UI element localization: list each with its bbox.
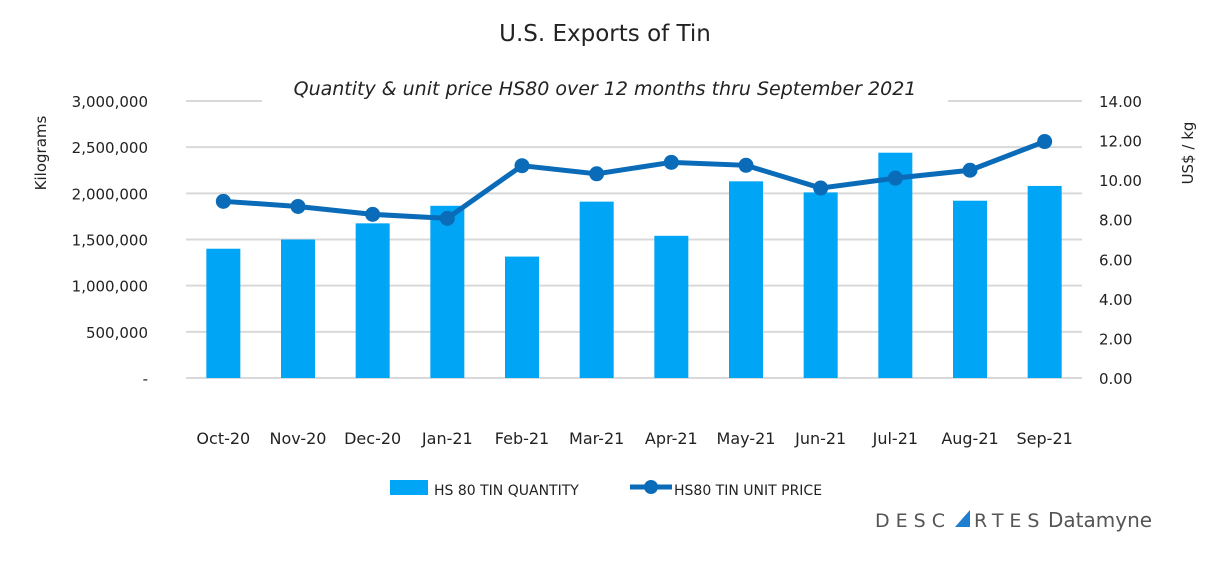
x-tick-label: Sep-21	[1017, 429, 1073, 448]
y-left-tick-label: 500,000	[86, 324, 148, 342]
x-tick-label: Dec-20	[344, 429, 401, 448]
y-left-tick-label: 1,500,000	[72, 232, 148, 250]
x-tick-label: Mar-21	[569, 429, 624, 448]
bar	[953, 200, 987, 378]
x-tick-label: Oct-20	[196, 429, 250, 448]
bar	[430, 205, 465, 378]
legend-label-price: HS80 TIN UNIT PRICE	[674, 483, 822, 499]
svg-text:Datamyne: Datamyne	[1048, 508, 1152, 532]
x-tick-label: May-21	[717, 429, 776, 448]
y-left-tick-label: -	[143, 370, 148, 388]
descartes-logo: DESC RTES Datamyne	[875, 508, 1152, 532]
y-right-tick-label: 4.00	[1099, 291, 1132, 309]
price-point	[514, 158, 530, 174]
y-left-tick-label: 1,000,000	[72, 278, 148, 296]
price-point	[439, 210, 455, 226]
y-right-tick-label: 0.00	[1099, 370, 1132, 388]
x-tick-label: Nov-20	[270, 429, 327, 448]
x-tick-label: Feb-21	[495, 429, 549, 448]
chart-title: U.S. Exports of Tin	[499, 21, 711, 47]
y-right-tick-label: 2.00	[1099, 330, 1132, 348]
bar	[654, 235, 689, 378]
y-axis-left-label: Kilograms	[32, 115, 50, 190]
price-line	[223, 139, 1046, 221]
legend-marker-price	[644, 480, 658, 494]
price-point	[962, 162, 978, 178]
price-point	[738, 157, 754, 173]
price-point	[215, 193, 231, 209]
bar	[281, 239, 315, 378]
y-right-tick-label: 10.00	[1099, 172, 1142, 190]
price-point	[290, 198, 306, 214]
chart-subtitle: Quantity & unit price HS80 over 12 month…	[294, 78, 917, 100]
y-axis-right-label: US$ / kg	[1179, 122, 1197, 185]
bar	[206, 248, 241, 378]
price-point	[887, 170, 903, 186]
price-point	[813, 180, 829, 196]
legend-swatch-quantity	[390, 480, 428, 495]
price-point	[589, 166, 605, 182]
legend-label-quantity: HS 80 TIN QUANTITY	[434, 483, 579, 499]
bar	[505, 256, 539, 378]
y-right-tick-label: 8.00	[1099, 212, 1132, 230]
bar	[355, 223, 390, 378]
x-tick-label: Aug-21	[941, 429, 998, 448]
legend: HS 80 TIN QUANTITY HS80 TIN UNIT PRICE	[390, 480, 822, 499]
bar	[878, 152, 913, 378]
price-point	[365, 206, 381, 222]
y-right-tick-label: 12.00	[1099, 133, 1142, 151]
y-right-tick-label: 6.00	[1099, 251, 1132, 269]
x-tick-label: Jul-21	[872, 429, 918, 448]
price-point	[1037, 134, 1053, 150]
y-right-tick-label: 14.00	[1099, 93, 1142, 111]
y-left-tick-label: 2,500,000	[72, 139, 148, 157]
svg-text:RTES: RTES	[974, 510, 1046, 532]
x-tick-label: Jan-21	[421, 429, 473, 448]
svg-text:DESC: DESC	[875, 510, 951, 532]
x-tick-label: Apr-21	[645, 429, 698, 448]
y-left-tick-label: 3,000,000	[72, 93, 148, 111]
bar	[579, 201, 614, 378]
bar	[1027, 185, 1062, 378]
bar	[803, 192, 838, 378]
price-point	[663, 154, 679, 170]
bar	[729, 181, 763, 378]
x-tick-label: Jun-21	[794, 429, 846, 448]
y-left-tick-label: 2,000,000	[72, 185, 148, 203]
